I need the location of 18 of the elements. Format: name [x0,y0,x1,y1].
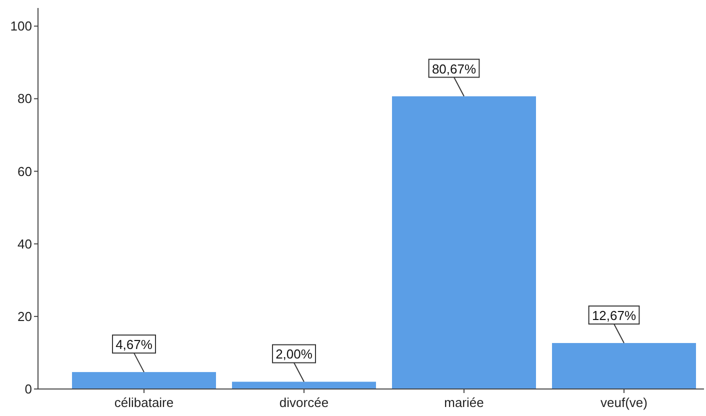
bar [392,96,536,389]
y-tick-label: 40 [18,236,32,252]
y-tick-label: 60 [18,164,32,179]
bar [232,382,376,389]
x-tick-label: divorcée [279,395,329,410]
y-tick-label: 80 [18,91,32,106]
bar [72,372,216,389]
bar [552,343,696,389]
data-label: 2,00% [276,346,313,362]
x-tick-label: célibataire [114,395,174,410]
data-label: 80,67% [432,61,476,76]
x-tick-label: veuf(ve) [600,395,648,410]
y-tick-label: 100 [10,18,32,34]
x-tick-label: mariée [444,395,484,410]
y-tick-label: 20 [18,308,32,324]
y-tick-label: 0 [24,382,32,396]
data-label: 12,67% [592,308,636,324]
data-label: 4,67% [116,337,153,352]
